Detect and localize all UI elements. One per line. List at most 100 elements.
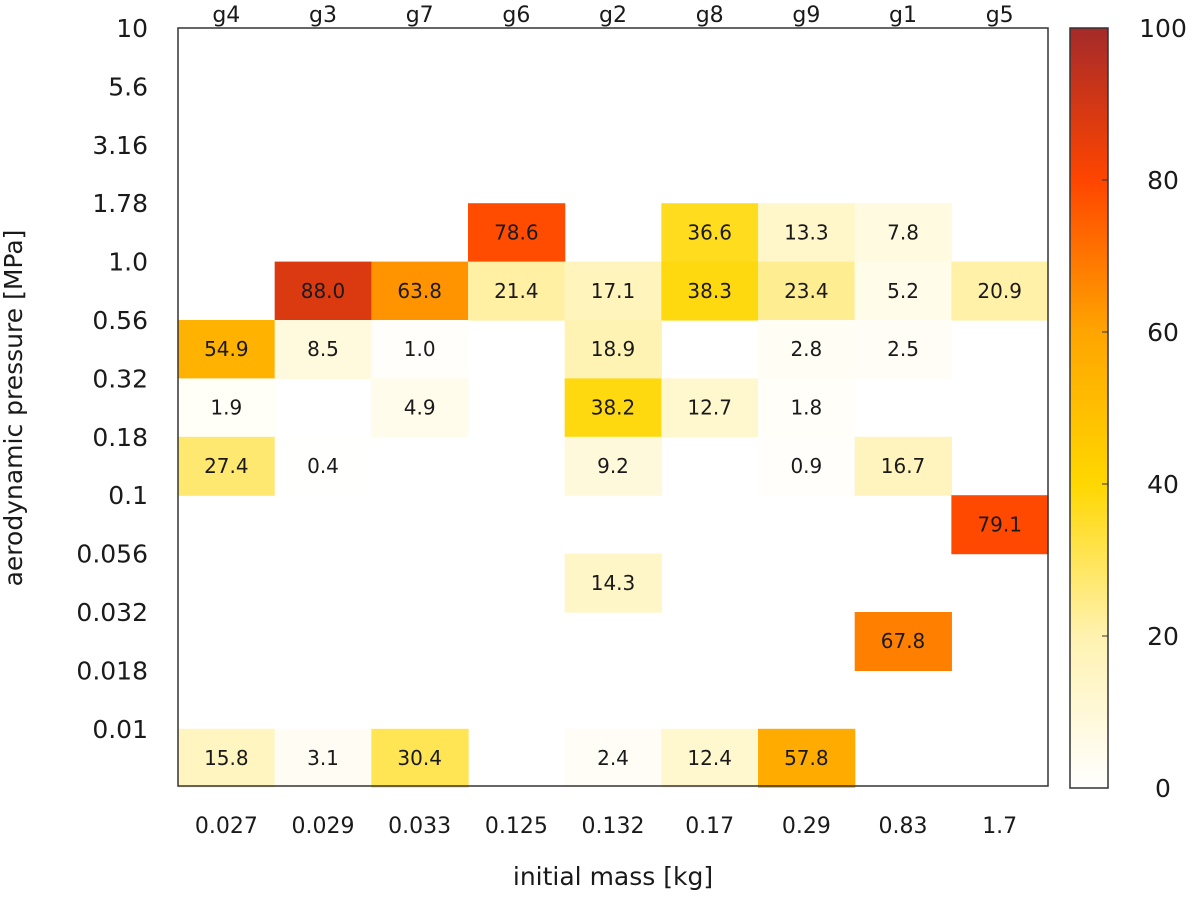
x-tick-label: 0.125 <box>485 814 548 839</box>
y-tick-label: 0.56 <box>92 306 148 335</box>
heatmap-cell <box>661 728 759 788</box>
y-tick-label: 0.056 <box>76 540 148 569</box>
cell-value-label: 38.2 <box>591 396 636 420</box>
y-tick-label: 0.032 <box>76 598 148 627</box>
cell-value-label: 18.9 <box>591 337 636 361</box>
x-tick-label: 0.29 <box>782 814 831 839</box>
y-tick-label: 0.1 <box>108 481 148 510</box>
top-tick-label: g1 <box>889 3 917 28</box>
colorbar-tick-labels: 0 20 40 60 80 100 <box>1102 14 1187 803</box>
y-tick-label: 0.01 <box>92 715 148 744</box>
heatmap-cell <box>178 728 276 788</box>
plot-frame <box>177 27 1049 787</box>
heatmap-cell <box>854 261 952 321</box>
top-tick-labels: g4 g3 g7 g6 g2 g8 g9 g1 g5 <box>212 3 1013 28</box>
cell-value-label: 1.9 <box>210 396 242 420</box>
colorbar-tick-label: 80 <box>1147 166 1179 195</box>
cell-value-label: 12.4 <box>687 746 732 770</box>
top-tick-label: g3 <box>309 3 337 28</box>
heatmap-cell <box>854 612 952 671</box>
heatmap-cell <box>661 378 759 438</box>
cell-value-label: 36.6 <box>687 220 732 244</box>
heatmap-cell <box>468 261 566 321</box>
cell-value-label: 9.2 <box>597 454 629 478</box>
x-tick-labels: 0.027 0.029 0.033 0.125 0.132 0.17 0.29 0.83 1.7 <box>195 814 1017 839</box>
heatmap-cell <box>468 203 566 263</box>
cell-value-label: 5.2 <box>887 279 919 303</box>
heatmap-cell <box>758 203 856 263</box>
cell-value-label: 57.8 <box>784 746 829 770</box>
y-tick-label: 1.78 <box>92 189 148 218</box>
colorbar-tick-label: 40 <box>1147 470 1179 499</box>
cell-value-label: 12.7 <box>687 396 732 420</box>
cell-value-label: 38.3 <box>687 279 732 303</box>
cell-value-label: 27.4 <box>204 454 249 478</box>
x-tick-label: 0.17 <box>685 814 734 839</box>
y-tick-label: 10 <box>116 14 148 43</box>
top-tick-label: g5 <box>986 3 1014 28</box>
heatmap-cell <box>854 203 952 263</box>
heatmap-cell <box>178 378 276 438</box>
top-tick-label: g8 <box>696 3 724 28</box>
heatmap-cell <box>564 320 662 379</box>
heatmap-cell <box>564 378 662 438</box>
cell-value-label: 7.8 <box>887 220 919 244</box>
heatmap-cell <box>274 436 372 496</box>
colorbar <box>1069 27 1109 789</box>
colorbar-tick-label: 20 <box>1147 622 1179 651</box>
heatmap-cell <box>758 261 856 321</box>
cell-value-label: 16.7 <box>881 454 926 478</box>
cell-value-label: 1.8 <box>790 396 822 420</box>
heatmap-cell <box>371 320 469 379</box>
cell-value-label: 2.4 <box>597 746 629 770</box>
heatmap-cell <box>564 553 662 613</box>
top-tick-label: g7 <box>406 3 434 28</box>
cell-value-label: 2.8 <box>790 337 822 361</box>
heatmap-cell <box>371 261 469 321</box>
heatmap-cell <box>758 728 856 788</box>
cell-value-label: 23.4 <box>784 279 829 303</box>
heatmap-cell <box>564 261 662 321</box>
heatmap-cell <box>854 436 952 496</box>
y-tick-labels: 10 5.6 3.16 1.78 1.0 0.56 0.32 0.18 0.1 0.056 0.03… <box>76 14 148 744</box>
heatmap-cell <box>178 320 276 379</box>
y-axis-label: aerodynamic pressure [MPa] <box>0 230 28 587</box>
y-tick-label: 5.6 <box>108 72 148 101</box>
heatmap-cell <box>854 320 952 379</box>
colorbar-tick-label: 60 <box>1147 318 1179 347</box>
x-tick-label: 1.7 <box>982 814 1017 839</box>
cell-value-label: 0.4 <box>307 454 339 478</box>
heatmap-cell <box>564 728 662 788</box>
colorbar-tick-label: 100 <box>1139 14 1187 43</box>
x-tick-label: 0.027 <box>195 814 258 839</box>
top-tick-label: g2 <box>599 3 627 28</box>
cell-value-label: 0.9 <box>790 454 822 478</box>
heatmap-cell <box>178 436 276 496</box>
top-tick-label: g6 <box>502 3 530 28</box>
cell-value-label: 54.9 <box>204 337 249 361</box>
cell-value-label: 8.5 <box>307 337 339 361</box>
heatmap-cell <box>758 320 856 379</box>
heatmap-cell <box>371 378 469 438</box>
heatmap-cell <box>274 728 372 788</box>
cell-value-label: 3.1 <box>307 746 339 770</box>
heatmap-cell <box>951 261 1049 321</box>
heatmap-cell <box>758 378 856 438</box>
heatmap-cell <box>661 261 759 321</box>
y-tick-label: 1.0 <box>108 248 148 277</box>
top-tick-label: g9 <box>792 3 820 28</box>
cell-value-label: 63.8 <box>397 279 442 303</box>
cell-value-label: 88.0 <box>301 279 346 303</box>
cell-value-label: 17.1 <box>591 279 636 303</box>
heatmap-cell <box>371 728 469 788</box>
x-tick-label: 0.83 <box>879 814 928 839</box>
cell-value-label: 1.0 <box>404 337 436 361</box>
cell-value-label: 13.3 <box>784 220 829 244</box>
heatmap-cells: 78.6 36.6 13.3 7.8 88.0 63.8 21.4 17.1 38.3 23.4 5… <box>178 203 1049 788</box>
y-tick-label: 3.16 <box>92 131 148 160</box>
y-tick-label: 0.18 <box>92 423 148 452</box>
heatmap-cell <box>274 320 372 379</box>
heatmap-cell <box>661 203 759 263</box>
cell-value-label: 30.4 <box>397 746 442 770</box>
